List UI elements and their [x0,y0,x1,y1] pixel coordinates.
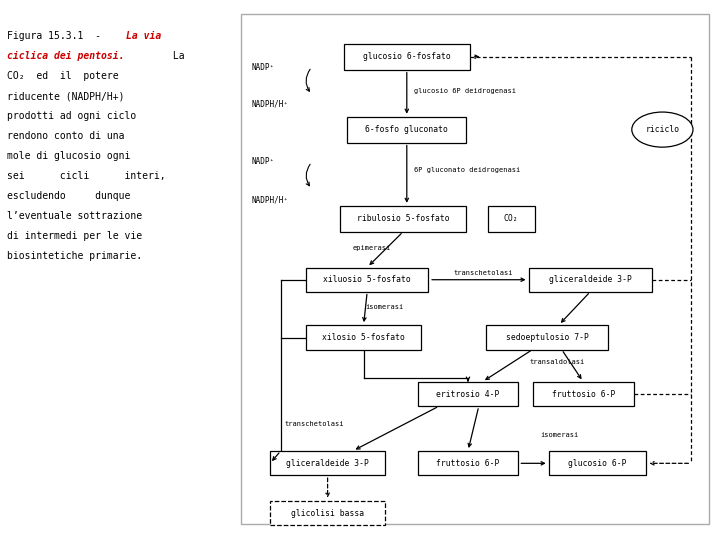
Text: fruttosio 6-P: fruttosio 6-P [436,459,500,468]
FancyBboxPatch shape [347,117,467,143]
Text: transchetolasi: transchetolasi [284,421,344,427]
Text: isomerasi: isomerasi [366,303,404,310]
Text: La: La [167,51,184,62]
Text: glucosio 6P deidrogenasi: glucosio 6P deidrogenasi [414,87,516,94]
Text: glucosio 6-fosfato: glucosio 6-fosfato [363,52,451,61]
Text: transaldolasi: transaldolasi [529,359,585,365]
Bar [241,14,709,524]
Text: gliceraldeide 3-P: gliceraldeide 3-P [549,275,632,284]
Text: riciclo: riciclo [645,125,680,134]
FancyBboxPatch shape [486,325,608,350]
Text: isomerasi: isomerasi [540,431,578,438]
Text: NADP⁺: NADP⁺ [252,63,275,72]
Ellipse shape [632,112,693,147]
Text: glicolisi bassa: glicolisi bassa [291,509,364,517]
Text: di intermedi per le vie: di intermedi per le vie [7,231,143,241]
FancyBboxPatch shape [488,206,534,232]
Text: sei      cicli      interi,: sei cicli interi, [7,171,166,181]
Text: sedoeptulosio 7-P: sedoeptulosio 7-P [505,333,589,342]
FancyBboxPatch shape [533,382,634,406]
FancyBboxPatch shape [344,44,469,70]
Text: epimerasi: epimerasi [353,245,391,252]
FancyBboxPatch shape [306,325,421,350]
FancyBboxPatch shape [529,268,652,292]
Text: transchetolasi: transchetolasi [454,269,513,276]
Text: NADP⁺: NADP⁺ [252,158,275,166]
Text: mole di glucosio ogni: mole di glucosio ogni [7,151,130,161]
Text: 6P gluconato deidrogenasi: 6P gluconato deidrogenasi [414,167,521,173]
Text: CO₂: CO₂ [504,214,518,223]
FancyBboxPatch shape [270,501,385,525]
Text: glucosio 6-P: glucosio 6-P [568,459,627,468]
Text: ciclica dei pentosi.: ciclica dei pentosi. [7,51,125,62]
Text: escludendo     dunque: escludendo dunque [7,191,130,201]
FancyBboxPatch shape [418,382,518,406]
Text: xiluosio 5-fosfato: xiluosio 5-fosfato [323,275,411,284]
Text: riducente (NADPH/H+): riducente (NADPH/H+) [7,91,125,102]
Text: 6-fosfo gluconato: 6-fosfo gluconato [365,125,449,134]
Text: xilosio 5-fosfato: xilosio 5-fosfato [322,333,405,342]
FancyBboxPatch shape [306,268,428,292]
Text: Figura 15.3.1  -: Figura 15.3.1 - [7,31,107,42]
Text: l’eventuale sottrazione: l’eventuale sottrazione [7,211,143,221]
Text: eritrosio 4-P: eritrosio 4-P [436,390,500,399]
Text: biosintetiche primarie.: biosintetiche primarie. [7,251,143,261]
Text: NADPH/H⁺: NADPH/H⁺ [252,195,289,204]
Text: prodotti ad ogni ciclo: prodotti ad ogni ciclo [7,111,137,122]
Text: fruttosio 6-P: fruttosio 6-P [552,390,615,399]
Text: NADPH/H⁺: NADPH/H⁺ [252,99,289,108]
Text: gliceraldeide 3-P: gliceraldeide 3-P [286,459,369,468]
FancyBboxPatch shape [270,451,385,475]
FancyBboxPatch shape [418,451,518,475]
Text: La via: La via [126,31,161,42]
FancyBboxPatch shape [341,206,467,232]
Text: CO₂  ed  il  potere: CO₂ ed il potere [7,71,119,82]
Text: rendono conto di una: rendono conto di una [7,131,125,141]
Text: ribulosio 5-fosfato: ribulosio 5-fosfato [357,214,449,223]
FancyBboxPatch shape [549,451,647,475]
